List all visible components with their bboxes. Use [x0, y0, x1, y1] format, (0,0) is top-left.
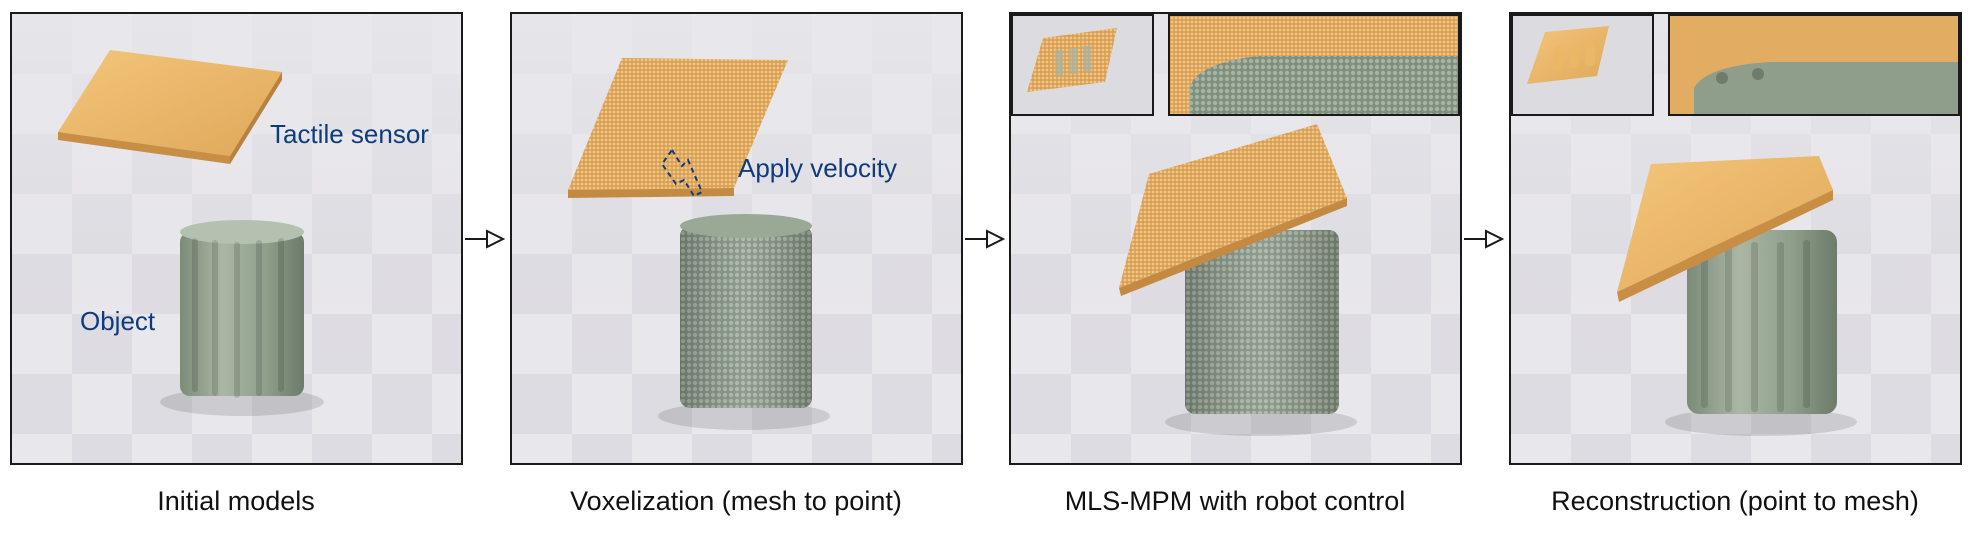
panel-mls-mpm [1009, 12, 1462, 465]
inset-overview [1511, 14, 1654, 116]
voxelized-sensor-plate [568, 58, 788, 198]
caption-reconstruction: Reconstruction (point to mesh) [1551, 486, 1919, 516]
inset-overview [1011, 14, 1154, 116]
voxelized-object [658, 214, 830, 430]
object-cylinder [160, 220, 324, 416]
right-triangle-arrow-icon [1464, 229, 1504, 249]
tactile-sensor-plate [58, 50, 282, 164]
panel-reconstruction [1509, 12, 1962, 465]
right-triangle-arrow-icon [965, 229, 1005, 249]
voxelized-sensor-pressing [1119, 124, 1347, 296]
scene-initial [12, 14, 461, 463]
inset-closeup [1668, 14, 1960, 116]
panel-voxelization: Apply velocity [510, 12, 963, 465]
caption-mls-mpm: MLS-MPM with robot control [1064, 486, 1406, 516]
label-tactile-sensor: Tactile sensor [270, 119, 429, 149]
panel-initial-models: Tactile sensor Object [10, 12, 463, 465]
dashed-down-arrow-icon [660, 148, 704, 198]
label-apply-velocity: Apply velocity [738, 153, 897, 183]
scene-voxelization [512, 14, 961, 463]
label-object: Object [80, 306, 156, 336]
voxelized-object-contact [1165, 230, 1357, 436]
caption-initial-models: Initial models [157, 486, 315, 516]
right-triangle-arrow-icon [465, 229, 505, 249]
reconstructed-sensor [1617, 156, 1833, 302]
caption-voxelization: Voxelization (mesh to point) [570, 486, 902, 516]
inset-closeup [1168, 14, 1460, 116]
reconstructed-object [1665, 230, 1857, 436]
